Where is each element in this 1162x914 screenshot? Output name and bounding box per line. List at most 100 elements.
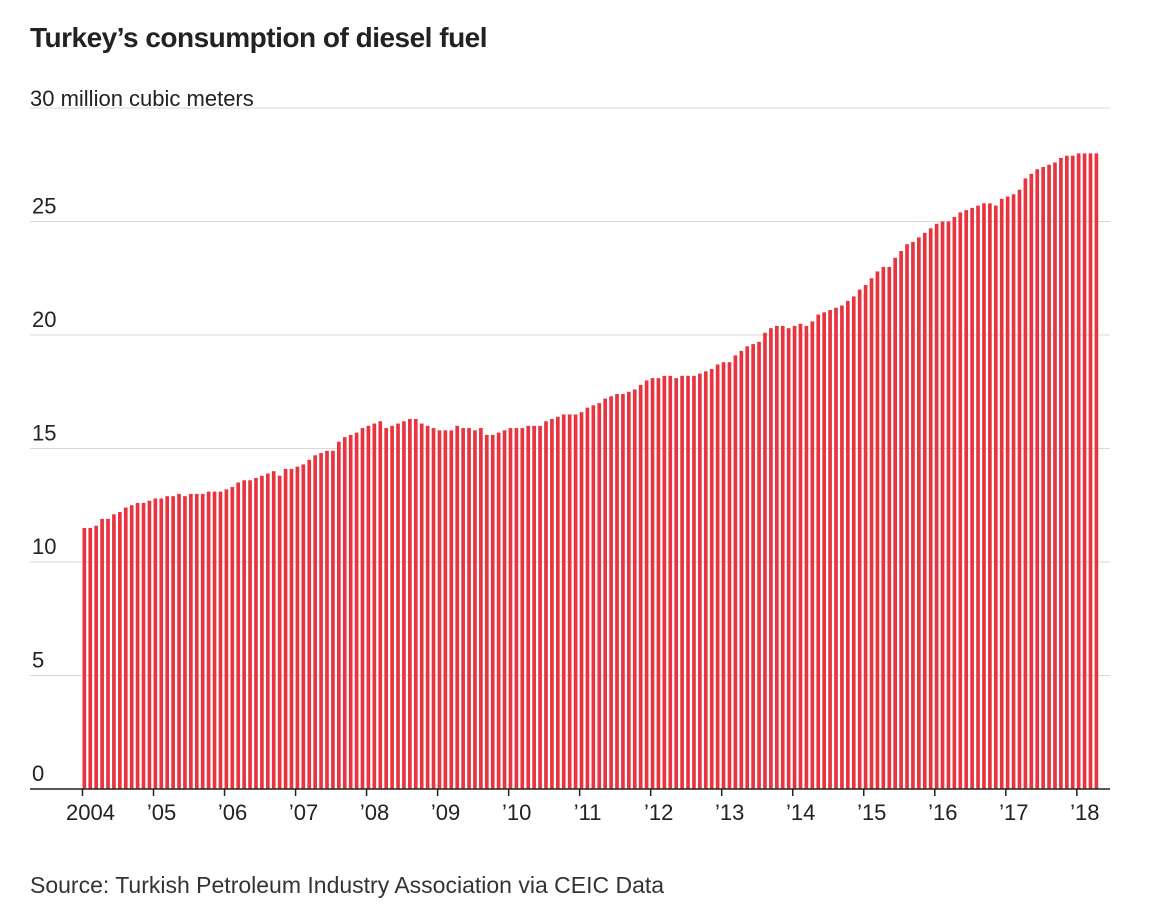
bar [698, 373, 702, 789]
bar [295, 466, 300, 789]
bar [727, 362, 732, 789]
bar [1094, 153, 1099, 789]
bar [650, 378, 655, 789]
x-tick-label: ’16 [928, 800, 957, 825]
bar [834, 307, 838, 789]
bar [200, 493, 205, 789]
bar [1047, 164, 1051, 789]
bar [709, 369, 714, 789]
bar [508, 428, 513, 789]
y-tick-label: 10 [32, 534, 56, 559]
bar [893, 257, 898, 789]
bar [988, 203, 992, 790]
y-tick-label: 20 [32, 307, 56, 332]
bar [934, 223, 939, 789]
bar [621, 394, 625, 789]
bar [1088, 153, 1093, 789]
bar [946, 221, 951, 789]
bar [881, 266, 886, 789]
x-tick-label: ’09 [431, 800, 460, 825]
bar [662, 375, 667, 789]
bar [899, 251, 903, 789]
bar [159, 498, 164, 789]
bar [964, 210, 969, 789]
bar [863, 285, 868, 789]
bar [212, 491, 217, 789]
bar [579, 412, 584, 789]
bar [674, 378, 679, 789]
bar [982, 203, 986, 790]
bar [230, 487, 235, 789]
bar [632, 389, 637, 789]
y-tick-label: 0 [32, 761, 44, 786]
bar [189, 493, 193, 789]
bar [745, 346, 750, 789]
x-tick-label: 2004 [66, 800, 115, 825]
bar [911, 241, 915, 789]
bar [644, 380, 649, 789]
bar [851, 296, 856, 789]
bar [337, 441, 341, 789]
bar [408, 418, 412, 789]
bar [413, 418, 418, 789]
y-unit-label: 30 million cubic meters [30, 86, 254, 111]
bar [425, 425, 430, 789]
bar [822, 312, 826, 789]
bar [804, 325, 809, 789]
x-tick-label: ’05 [147, 800, 176, 825]
bar [769, 328, 773, 789]
bar [1029, 173, 1034, 789]
bar [171, 496, 175, 789]
bar [869, 278, 874, 789]
bar [638, 384, 643, 789]
bar [372, 423, 377, 789]
bar [366, 425, 371, 789]
bar [840, 305, 844, 789]
bar [467, 428, 471, 789]
bar [419, 423, 424, 789]
bar [952, 216, 957, 789]
bar [857, 289, 862, 789]
bar [816, 314, 821, 789]
bar [177, 493, 181, 789]
bar [999, 198, 1004, 790]
bar [265, 473, 270, 789]
bar [1070, 155, 1075, 790]
bar [538, 425, 542, 789]
bar [194, 493, 199, 789]
bar [455, 425, 460, 789]
bar [396, 423, 400, 789]
x-tick-label: ’08 [360, 800, 389, 825]
x-tick-label: ’17 [999, 800, 1028, 825]
bar [603, 398, 608, 789]
source-note: Source: Turkish Petroleum Industry Assoc… [30, 872, 665, 898]
bar [555, 416, 560, 789]
x-tick-label: ’07 [289, 800, 318, 825]
bar [100, 518, 104, 789]
bar [260, 475, 264, 789]
bar [686, 375, 690, 789]
bar [1017, 189, 1022, 790]
bar [692, 375, 696, 789]
x-tick-label: ’18 [1070, 800, 1099, 825]
bar [348, 434, 353, 789]
bar [437, 430, 442, 789]
chart-title: Turkey’s consumption of diesel fuel [30, 22, 488, 53]
bar [319, 453, 323, 789]
bar [928, 228, 933, 789]
bar [236, 482, 241, 789]
bar [1005, 196, 1010, 789]
bar [828, 310, 832, 789]
bar [331, 450, 335, 789]
x-tick-label: ’11 [574, 800, 602, 825]
x-tick-label: ’10 [502, 800, 531, 825]
bar [106, 518, 110, 789]
bar [656, 378, 661, 789]
bar [591, 405, 596, 789]
bar [88, 527, 93, 789]
bar [757, 341, 761, 789]
bar [774, 325, 779, 789]
bar [277, 475, 282, 789]
bar [118, 512, 122, 789]
bar [792, 325, 797, 789]
